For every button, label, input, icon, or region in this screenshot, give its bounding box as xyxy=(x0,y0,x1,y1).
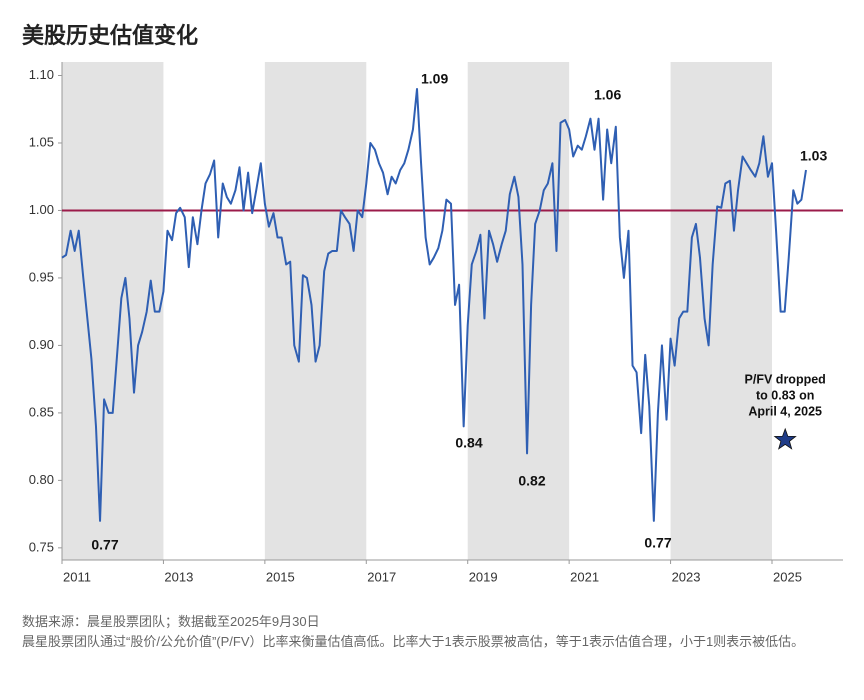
y-tick-label: 0.85 xyxy=(29,404,54,419)
marker-star xyxy=(773,427,797,450)
x-tick-label: 2025 xyxy=(773,569,802,584)
notes: 数据来源：晨星股票团队；数据截至2025年9月30日 晨星股票团队通过“股价/公… xyxy=(22,612,837,652)
annotation: 0.84 xyxy=(455,435,482,451)
x-tick-label: 2015 xyxy=(266,569,295,584)
shaded-band xyxy=(264,62,367,560)
x-tick-label: 2021 xyxy=(570,569,599,584)
y-tick-label: 1.05 xyxy=(29,134,54,149)
annotation: 1.06 xyxy=(594,87,621,103)
shaded-band xyxy=(62,62,164,560)
x-tick-label: 2019 xyxy=(469,569,498,584)
annotation: 0.77 xyxy=(91,537,118,553)
marker-label: P/FV dropped xyxy=(745,372,826,386)
chart-title: 美股历史估值变化 xyxy=(22,23,199,48)
x-tick-label: 2013 xyxy=(164,569,193,584)
marker-label: April 4, 2025 xyxy=(748,404,822,418)
annotation: 1.03 xyxy=(800,148,827,164)
explanation-note: 晨星股票团队通过“股价/公允价值”(P/FV）比率来衡量估值高低。比率大于1表示… xyxy=(22,634,805,649)
y-tick-label: 0.90 xyxy=(29,337,54,352)
y-tick-label: 1.00 xyxy=(29,202,54,217)
annotation: 0.77 xyxy=(644,535,671,551)
y-tick-label: 0.75 xyxy=(29,539,54,554)
annotation: 1.09 xyxy=(421,71,448,87)
annotation: 0.82 xyxy=(518,473,545,489)
x-tick-label: 2023 xyxy=(672,569,701,584)
chart: 1.10 1.05 1.00 0.95 0.90 0.85 0.80 0.75 2011 2013… xyxy=(29,62,843,584)
x-tick-label: 2011 xyxy=(63,569,91,584)
x-tick-label: 2017 xyxy=(367,569,396,584)
source-note: 数据来源：晨星股票团队；数据截至2025年9月30日 xyxy=(22,614,320,629)
y-tick-label: 0.95 xyxy=(29,269,54,284)
y-tick-label: 0.80 xyxy=(29,472,54,487)
data-line xyxy=(61,87,807,522)
y-tick-label: 1.10 xyxy=(29,67,54,82)
marker-label: to 0.83 on xyxy=(756,388,814,402)
